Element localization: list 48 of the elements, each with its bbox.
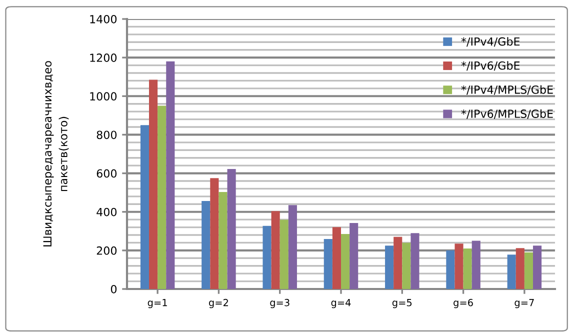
legend-label: */IPv6/GbE xyxy=(461,61,520,71)
bar xyxy=(271,211,280,289)
y-tick-label: 1000 xyxy=(90,92,117,101)
bar xyxy=(280,220,288,289)
bar xyxy=(218,192,228,289)
bar xyxy=(410,233,420,289)
x-tick-label: g=2 xyxy=(209,298,228,308)
x-tick-label: g=5 xyxy=(392,299,412,308)
legend-label: */IPv4/GbE xyxy=(461,37,520,47)
y-tick-label: 1200 xyxy=(90,54,117,62)
legend-label: */IPv4/MPLS/GbE xyxy=(461,85,553,95)
y-tick-label: 0 xyxy=(110,284,117,294)
bar xyxy=(516,248,524,289)
bar xyxy=(454,244,464,289)
bar xyxy=(507,254,516,289)
bar xyxy=(227,169,236,289)
bar xyxy=(472,240,480,289)
x-tick-label: g=4 xyxy=(331,299,351,308)
bar xyxy=(288,205,297,289)
x-tick-label: g=1 xyxy=(148,299,167,308)
bar xyxy=(166,61,175,289)
x-tick-label: g=6 xyxy=(454,298,473,308)
bar xyxy=(463,248,472,289)
bar xyxy=(210,178,219,289)
y-tick-label: 800 xyxy=(96,130,117,140)
y-tick-label: 600 xyxy=(96,169,117,178)
y-tick-label: 200 xyxy=(96,246,117,255)
bar xyxy=(524,252,533,289)
bar xyxy=(446,250,455,289)
bar xyxy=(324,239,332,289)
x-tick-label: g=7 xyxy=(514,299,534,308)
bar xyxy=(202,201,210,289)
bar xyxy=(149,80,158,289)
bar xyxy=(385,246,394,289)
y-tick-label: 1400 xyxy=(90,14,117,24)
y-axis-title: Швидксыпередачареачнихвдео пакетв(кото) xyxy=(43,61,69,246)
bar xyxy=(402,242,411,289)
legend-label: */IPv6/MPLS/GbE xyxy=(461,109,553,119)
bar xyxy=(350,223,358,289)
bar xyxy=(394,236,402,289)
bar xyxy=(262,226,272,289)
y-tick-label: 400 xyxy=(96,208,117,216)
bar xyxy=(332,227,341,289)
x-tick-label: g=3 xyxy=(270,298,290,308)
bar xyxy=(158,106,166,289)
bar xyxy=(140,125,150,289)
bar xyxy=(341,234,350,289)
bar xyxy=(532,246,542,289)
